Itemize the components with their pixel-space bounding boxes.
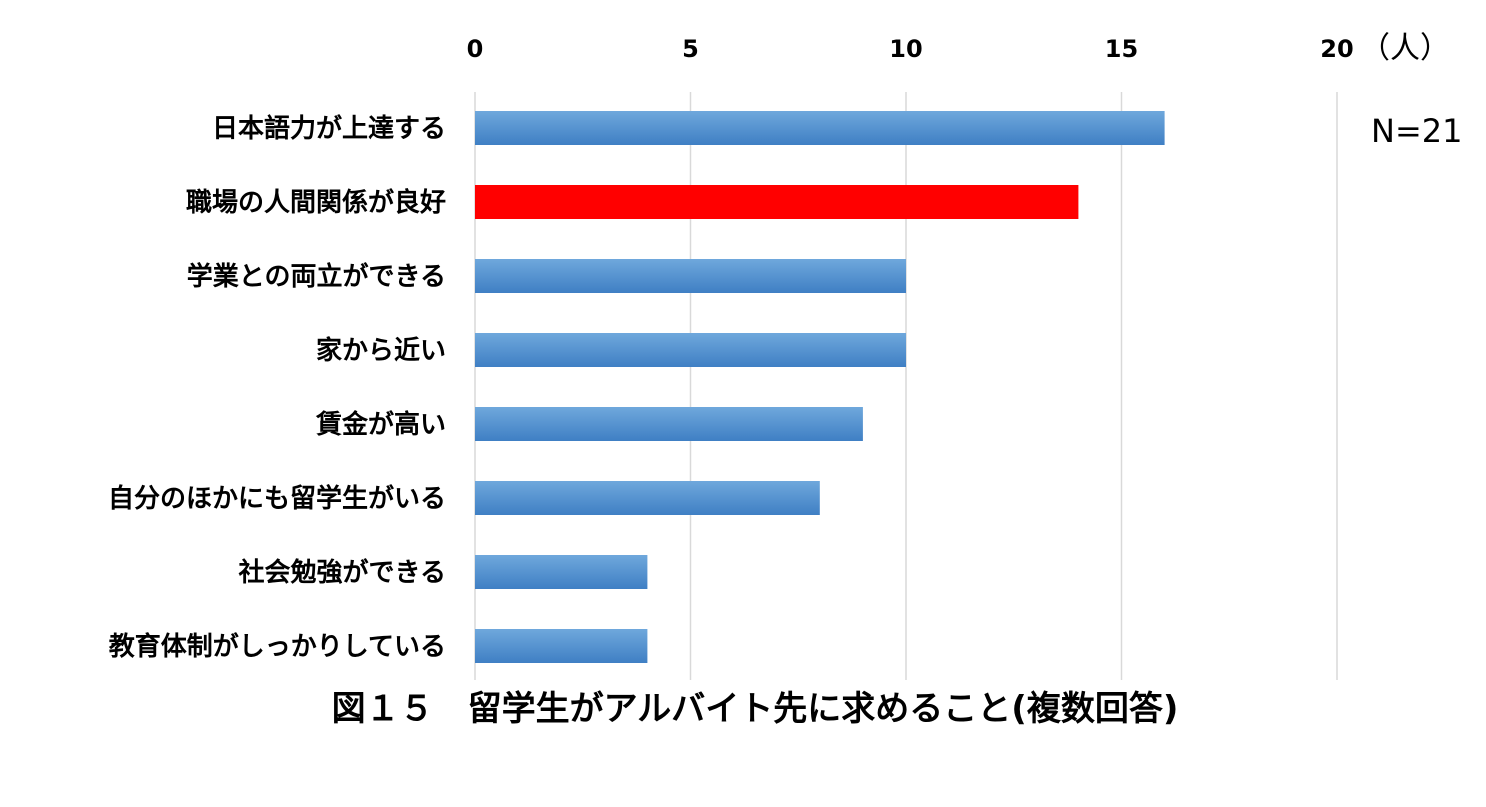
bar xyxy=(475,259,906,293)
bars xyxy=(475,111,1165,663)
x-axis-ticks: 0 5 10 15 20 xyxy=(467,35,1354,63)
bar xyxy=(475,481,820,515)
chart-caption: 図１５ 留学生がアルバイト先に求めること(複数回答) xyxy=(332,689,1179,729)
sample-size-annotation: N=21 xyxy=(1371,112,1462,150)
category-labels: 日本語力が上達する職場の人間関係が良好学業との両立ができる家から近い賃金が高い自… xyxy=(108,113,446,662)
category-label: 日本語力が上達する xyxy=(212,113,446,144)
x-tick-label: 10 xyxy=(889,35,922,63)
x-tick-label: 20 xyxy=(1320,35,1353,63)
category-label: 教育体制がしっかりしている xyxy=(109,631,446,662)
category-label: 家から近い xyxy=(316,335,446,366)
bar xyxy=(475,111,1165,145)
bar xyxy=(475,333,906,367)
bar xyxy=(475,629,648,663)
unit-label: （人） xyxy=(1360,31,1450,66)
gridlines xyxy=(474,92,1338,680)
category-label: 賃金が高い xyxy=(315,409,446,440)
category-label: 学業との両立ができる xyxy=(187,261,446,292)
x-tick-label: 0 xyxy=(467,35,484,63)
x-tick-label: 15 xyxy=(1105,35,1138,63)
bar xyxy=(475,555,648,589)
category-label: 社会勉強ができる xyxy=(239,557,446,588)
x-tick-label: 5 xyxy=(682,35,699,63)
category-label: 自分のほかにも留学生がいる xyxy=(108,483,446,514)
category-label: 職場の人間関係が良好 xyxy=(186,187,446,218)
bar xyxy=(475,407,863,441)
bar-highlighted xyxy=(475,185,1079,219)
